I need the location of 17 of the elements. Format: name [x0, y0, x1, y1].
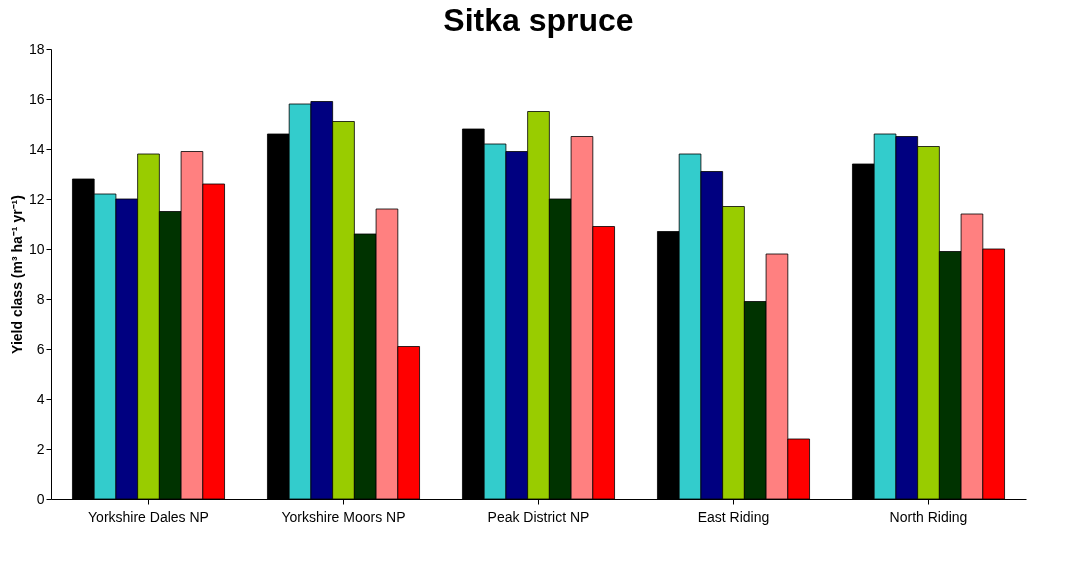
y-tick-label: 12	[28, 190, 45, 207]
y-axis-title: Yield class (m³ ha⁻¹ yr⁻¹)	[8, 195, 25, 354]
x-tick-label: East Riding	[697, 508, 770, 525]
y-tick-label: 0	[36, 490, 45, 507]
y-tick-label: 6	[36, 340, 45, 357]
y-tick-label: 18	[28, 40, 45, 57]
x-tick-label: Yorkshire Moors NP	[281, 508, 406, 525]
x-tick-label: North Riding	[889, 508, 968, 525]
chart-title: Sitka spruce	[443, 2, 634, 38]
x-tick-label: Peak District NP	[487, 508, 590, 525]
y-tick-label: 10	[28, 240, 45, 257]
x-tick-label: Yorkshire Dales NP	[88, 508, 209, 525]
y-tick-label: 16	[28, 90, 45, 107]
y-tick-label: 4	[36, 390, 45, 407]
y-tick-label: 8	[36, 290, 45, 307]
y-tick-label: 2	[36, 440, 45, 457]
y-tick-label: 14	[28, 140, 45, 157]
